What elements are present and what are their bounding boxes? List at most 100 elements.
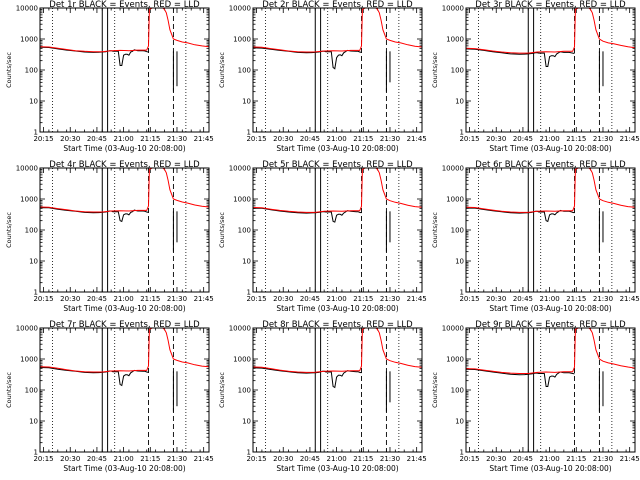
x-tick-label: 21:45 — [620, 455, 640, 463]
x-tick-label: 20:45 — [513, 135, 533, 143]
x-tick-label: 20:45 — [87, 135, 107, 143]
chart-title: Det 6r BLACK = Events, RED = LLD — [475, 160, 626, 170]
x-tick-label: 20:30 — [273, 295, 293, 303]
x-tick-label: 20:15 — [246, 295, 266, 303]
plot-frame — [252, 167, 423, 293]
x-tick-label: 21:15 — [566, 455, 586, 463]
y-tick-label: 100 — [25, 67, 38, 75]
events-series-line — [40, 207, 149, 223]
chart-panel: Det 8r BLACK = Events, RED = LLD Counts/s… — [218, 320, 427, 473]
y-tick-label: 1 — [34, 449, 38, 457]
x-tick-label: 21:00 — [114, 455, 134, 463]
y-tick-label: 1 — [34, 129, 38, 137]
x-tick-label: 20:15 — [459, 135, 479, 143]
plot-frame — [465, 327, 636, 453]
x-tick-label: 20:30 — [486, 295, 506, 303]
chart-title: Det 1r BLACK = Events, RED = LLD — [49, 0, 200, 10]
y-tick-label: 100 — [451, 387, 464, 395]
y-tick-label: 10000 — [16, 165, 38, 173]
y-tick-label: 1 — [247, 129, 251, 137]
plot-frame — [252, 327, 423, 453]
axis-ticks — [40, 167, 209, 293]
chart-panel: Det 7r BLACK = Events, RED = LLD Counts/s… — [5, 320, 214, 473]
x-tick-label: 21:00 — [540, 455, 560, 463]
y-axis-label: Counts/sec — [5, 52, 13, 88]
y-tick-label: 10 — [455, 418, 464, 426]
x-tick-label: 21:15 — [140, 295, 160, 303]
x-axis-label: Start Time (03-Aug-10 20:08:00) — [489, 144, 611, 153]
x-tick-label: 20:15 — [246, 455, 266, 463]
y-tick-label: 1 — [247, 449, 251, 457]
y-tick-label: 100 — [25, 387, 38, 395]
y-tick-label: 10 — [455, 258, 464, 266]
axis-ticks — [40, 7, 209, 133]
x-tick-label: 21:45 — [620, 295, 640, 303]
x-tick-label: 21:15 — [140, 455, 160, 463]
chart-panel: Det 4r BLACK = Events, RED = LLD Counts/s… — [5, 160, 214, 313]
x-tick-label: 20:30 — [60, 135, 80, 143]
axis-ticks — [466, 327, 635, 453]
y-tick-label: 100 — [451, 67, 464, 75]
x-tick-label: 21:45 — [194, 455, 214, 463]
y-tick-label: 10 — [29, 98, 38, 106]
x-tick-label: 21:45 — [407, 455, 427, 463]
y-axis-label: Counts/sec — [431, 212, 439, 248]
y-tick-label: 1 — [247, 289, 251, 297]
x-tick-label: 20:15 — [33, 295, 53, 303]
x-tick-label: 20:45 — [300, 135, 320, 143]
lld-series-line — [253, 8, 422, 53]
x-tick-label: 21:30 — [380, 295, 400, 303]
chart-title: Det 9r BLACK = Events, RED = LLD — [475, 320, 626, 330]
x-axis-label: Start Time (03-Aug-10 20:08:00) — [63, 144, 185, 153]
x-tick-label: 20:30 — [486, 135, 506, 143]
x-axis-label: Start Time (03-Aug-10 20:08:00) — [276, 304, 398, 313]
y-tick-label: 100 — [238, 67, 251, 75]
axis-ticks — [253, 7, 422, 133]
x-tick-label: 21:30 — [380, 455, 400, 463]
axis-ticks — [466, 7, 635, 133]
x-tick-label: 20:15 — [246, 135, 266, 143]
x-tick-label: 21:30 — [167, 295, 187, 303]
y-tick-label: 100 — [451, 227, 464, 235]
lld-series-line — [466, 328, 635, 374]
y-tick-label: 10000 — [442, 5, 464, 13]
x-tick-label: 20:15 — [33, 455, 53, 463]
y-tick-label: 100 — [25, 227, 38, 235]
x-tick-label: 21:30 — [593, 135, 613, 143]
x-tick-label: 21:30 — [167, 135, 187, 143]
y-tick-label: 10000 — [442, 325, 464, 333]
y-axis-label: Counts/sec — [218, 372, 226, 408]
y-axis-label: Counts/sec — [5, 212, 13, 248]
x-tick-label: 20:15 — [33, 135, 53, 143]
plot-area — [40, 168, 209, 292]
plot-area — [466, 328, 635, 452]
lld-series-line — [253, 168, 422, 213]
chart-panel: Det 1r BLACK = Events, RED = LLD Counts/s… — [5, 0, 214, 153]
y-tick-label: 10000 — [229, 5, 251, 13]
y-axis-label: Counts/sec — [218, 212, 226, 248]
y-tick-label: 1000 — [233, 356, 251, 364]
x-tick-label: 21:15 — [566, 295, 586, 303]
x-tick-label: 21:30 — [593, 295, 613, 303]
x-tick-label: 21:45 — [407, 135, 427, 143]
x-tick-label: 21:15 — [353, 455, 373, 463]
y-tick-label: 1000 — [233, 196, 251, 204]
x-tick-label: 21:45 — [620, 135, 640, 143]
x-tick-label: 20:30 — [273, 455, 293, 463]
y-tick-label: 10 — [29, 418, 38, 426]
y-tick-label: 10000 — [16, 5, 38, 13]
y-tick-label: 10000 — [16, 325, 38, 333]
x-axis-label: Start Time (03-Aug-10 20:08:00) — [63, 304, 185, 313]
plot-area — [253, 8, 422, 132]
chart-panel: Det 5r BLACK = Events, RED = LLD Counts/s… — [218, 160, 427, 313]
x-tick-label: 21:30 — [167, 455, 187, 463]
x-tick-label: 20:45 — [300, 455, 320, 463]
y-tick-label: 1000 — [446, 196, 464, 204]
y-tick-label: 10 — [29, 258, 38, 266]
chart-panel: Det 9r BLACK = Events, RED = LLD Counts/s… — [431, 320, 640, 473]
x-tick-label: 21:00 — [327, 295, 347, 303]
axis-ticks — [40, 327, 209, 453]
x-tick-label: 20:45 — [513, 455, 533, 463]
chart-title: Det 7r BLACK = Events, RED = LLD — [49, 320, 200, 330]
